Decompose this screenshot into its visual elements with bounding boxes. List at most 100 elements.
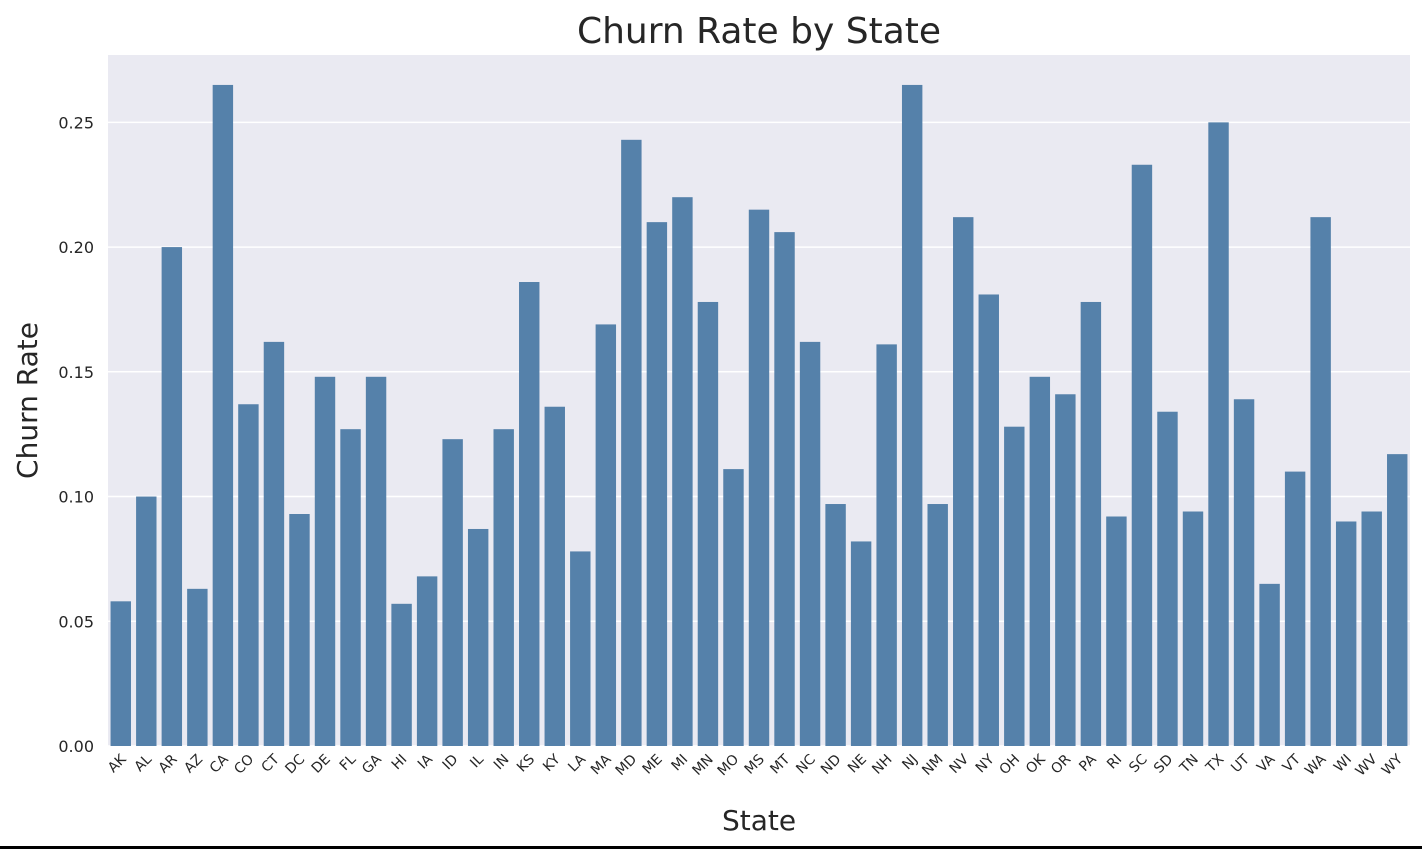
bar-nd — [825, 504, 846, 746]
x-tick-label-or: OR — [1048, 751, 1074, 777]
bar-mn — [697, 301, 719, 746]
bar-nj — [901, 84, 923, 747]
bar-ga — [365, 376, 387, 746]
bar-nh — [876, 344, 897, 746]
bar-oh — [1004, 426, 1025, 746]
y-tick-label: 0.10 — [58, 488, 94, 507]
y-tick-labels: 0.00 0.05 0.10 0.15 0.20 0.25 — [58, 113, 94, 756]
bar-nm — [927, 504, 948, 746]
bar-dc — [289, 514, 310, 746]
bar-ca — [212, 84, 234, 747]
bar-wa — [1310, 217, 1331, 746]
x-tick-label-mo: MO — [715, 752, 743, 780]
x-tick-label-ak: AK — [105, 751, 130, 776]
x-tick-label-il: IL — [467, 751, 487, 771]
bar-hi — [391, 603, 412, 746]
bar-mi — [672, 197, 693, 746]
x-tick-label-ri: RI — [1104, 752, 1125, 773]
x-tick-label-hi: HI — [389, 752, 411, 774]
x-tick-label-nc: NC — [793, 751, 819, 777]
bars — [110, 84, 1408, 747]
chart-title: Churn Rate by State — [577, 11, 941, 52]
x-tick-label-nv: NV — [947, 751, 973, 777]
bar-ut — [1233, 399, 1255, 746]
x-tick-label-me: ME — [640, 752, 666, 778]
bar-ma — [595, 324, 617, 746]
bar-ne — [850, 541, 872, 746]
x-tick-label-sc: SC — [1126, 751, 1151, 776]
bar-ia — [416, 576, 438, 746]
x-tick-label-nj: NJ — [899, 752, 921, 774]
x-tick-label-la: LA — [565, 751, 589, 775]
x-tick-label-ga: GA — [359, 751, 385, 777]
bar-al — [136, 496, 157, 746]
x-tick-label-ky: KY — [540, 751, 564, 775]
x-tick-label-ma: MA — [588, 751, 615, 778]
x-tick-label-ca: CA — [207, 751, 232, 776]
bar-nv — [953, 217, 974, 746]
bar-ny — [978, 294, 999, 746]
bar-wy — [1387, 454, 1408, 746]
bar-co — [238, 404, 259, 746]
bar-az — [187, 588, 208, 746]
x-tick-label-nd: ND — [818, 752, 844, 778]
x-axis-label: State — [722, 804, 796, 837]
bar-id — [442, 439, 463, 746]
bar-in — [493, 429, 514, 746]
bar-or — [1055, 394, 1076, 746]
bar-va — [1259, 583, 1280, 746]
bar-ky — [544, 406, 565, 746]
x-tick-label-nm: NM — [919, 752, 946, 779]
x-tick-label-pa: PA — [1076, 751, 1100, 775]
bar-ok — [1029, 376, 1051, 746]
bar-pa — [1080, 301, 1102, 746]
x-tick-label-wi: WI — [1331, 752, 1355, 776]
x-tick-label-wv: WV — [1353, 751, 1381, 779]
bar-fl — [340, 429, 361, 746]
bar-me — [646, 222, 668, 746]
x-tick-label-tx: TX — [1202, 751, 1227, 776]
x-tick-label-id: ID — [440, 752, 462, 774]
x-tick-labels: AK AL AR AZ CA CO CT DC DE FL GA HI IA ID IL IN KS KY LAMA… — [105, 751, 1406, 779]
x-tick-label-dc: DC — [282, 751, 308, 777]
x-tick-label-in: IN — [491, 752, 513, 774]
bar-vt — [1284, 471, 1306, 746]
bar-mo — [723, 469, 744, 746]
bottom-border — [0, 846, 1422, 849]
x-tick-label-ny: NY — [973, 751, 998, 776]
bar-wi — [1335, 521, 1357, 746]
bar-tx — [1208, 122, 1229, 747]
x-tick-label-co: CO — [231, 752, 257, 778]
x-tick-label-ms: MS — [742, 751, 768, 777]
bar-sc — [1131, 164, 1153, 747]
x-tick-label-mn: MN — [690, 752, 717, 779]
bar-tn — [1182, 511, 1204, 746]
bar-de — [314, 376, 336, 746]
bar-mt — [774, 232, 795, 746]
bar-ms — [748, 209, 770, 747]
bar-il — [467, 528, 489, 746]
y-axis-label: Churn Rate — [11, 322, 44, 479]
x-tick-label-tn: TN — [1176, 752, 1201, 777]
bar-ar — [161, 247, 183, 746]
x-tick-label-oh: OH — [997, 752, 1024, 779]
y-tick-label: 0.20 — [58, 238, 94, 257]
x-tick-label-ar: AR — [156, 751, 181, 776]
bar-ct — [263, 341, 285, 746]
x-tick-label-wa: WA — [1302, 751, 1330, 779]
x-tick-label-ct: CT — [258, 751, 283, 776]
bar-sd — [1157, 411, 1178, 746]
x-tick-label-ia: IA — [415, 751, 436, 772]
x-tick-label-fl: FL — [337, 751, 360, 774]
x-tick-label-sd: SD — [1151, 752, 1176, 777]
x-tick-label-ks: KS — [514, 751, 538, 775]
bar-nc — [799, 341, 821, 746]
x-tick-label-wy: WY — [1379, 751, 1406, 778]
x-tick-label-ok: OK — [1023, 751, 1049, 777]
x-tick-label-ne: NE — [845, 752, 870, 777]
bar-ak — [110, 601, 131, 746]
bar-wv — [1361, 511, 1382, 746]
x-tick-label-al: AL — [132, 751, 156, 775]
